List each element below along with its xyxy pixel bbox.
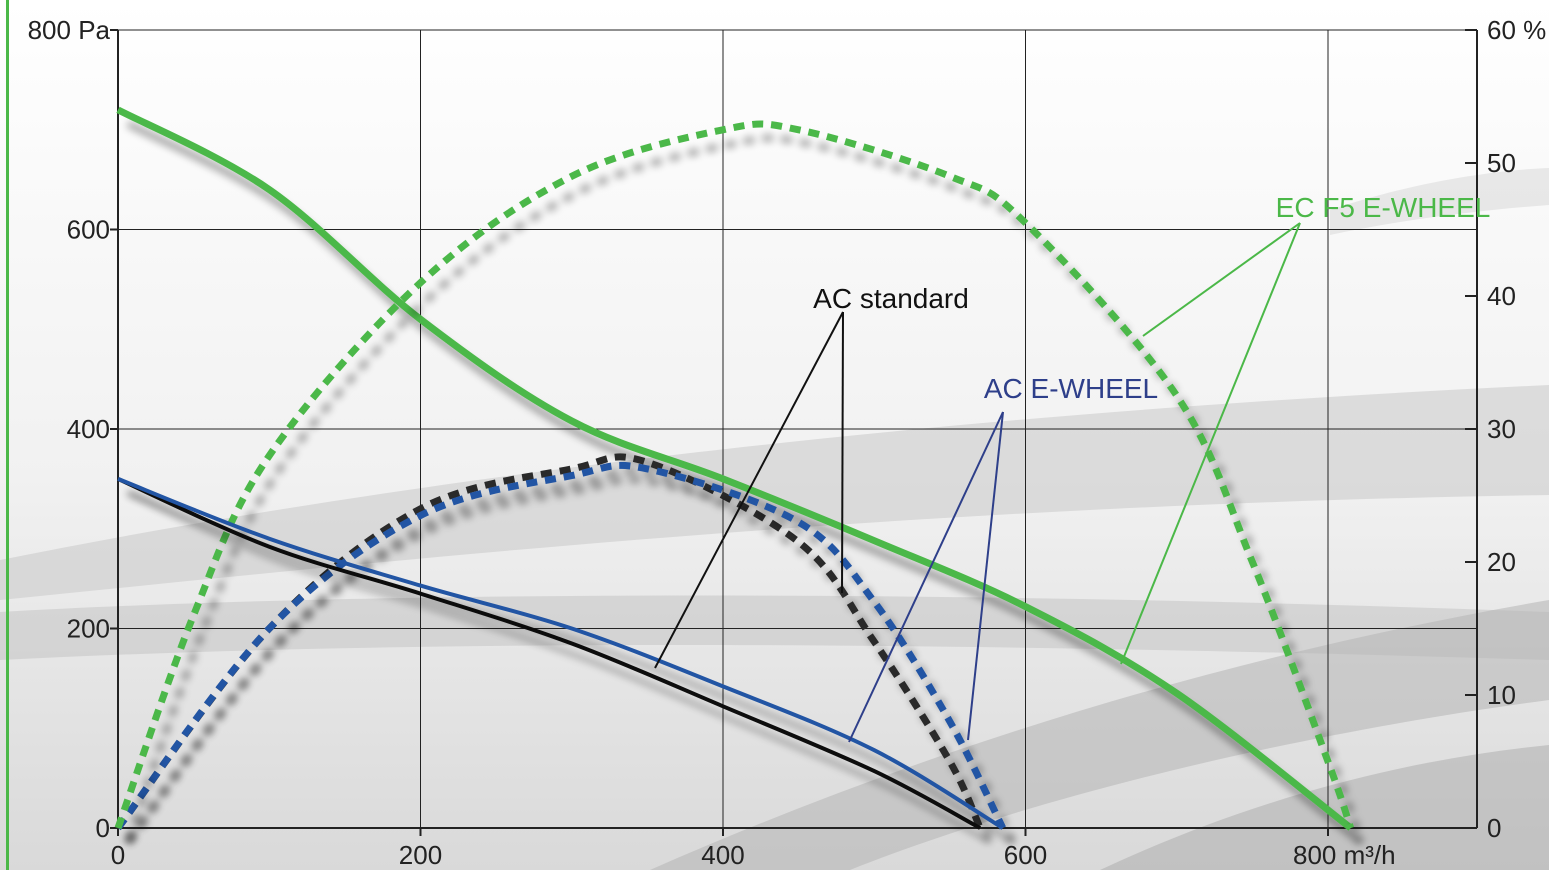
series-line-ec-efficiency [114, 120, 1355, 830]
y-tick-label: 200 [67, 614, 110, 644]
grid [118, 29, 1477, 828]
y2-tick-label: 30 [1487, 414, 1516, 444]
y-tick-label: 0 [96, 813, 110, 843]
y2-tick-label: 0 [1487, 813, 1501, 843]
y2-tick-label: 10 [1487, 680, 1516, 710]
series-line-ac-std-pressure [117, 477, 982, 830]
y2-tick-label: 50 [1487, 148, 1516, 178]
left-green-border [6, 0, 9, 870]
x-tick-label: 800 m³/h [1293, 840, 1396, 870]
series-line-ac-ew-efficiency [115, 461, 1006, 831]
y-tick-label: 400 [67, 414, 110, 444]
x-tick-label: 400 [701, 840, 744, 870]
y-tick-label: 800 Pa [28, 15, 111, 45]
annotation-leader-line [1142, 222, 1301, 337]
y2-tick-label: 40 [1487, 281, 1516, 311]
tick-labels: 0 200 400 600 800 Pa 0 10 20 30 40 50 60 % 0 200 400 60… [28, 15, 1547, 870]
annotation-leader-line [1120, 222, 1301, 665]
annotation-leader-line [967, 411, 1004, 741]
series [114, 106, 1355, 831]
annotation-label: EC F5 E-WHEEL [1276, 192, 1491, 223]
axes [110, 29, 1478, 836]
series-line-ac-ew-pressure [117, 477, 1004, 830]
annotation-label: AC standard [813, 283, 969, 314]
x-tick-label: 0 [111, 840, 125, 870]
series-line-ec-pressure [116, 106, 1353, 831]
annotations: EC F5 E-WHEEL AC standard AC E-WHEEL [654, 192, 1491, 743]
y2-tick-label: 60 % [1487, 15, 1546, 45]
x-tick-label: 200 [399, 840, 442, 870]
annotation-leader-line [848, 411, 1004, 743]
x-tick-label: 600 [1004, 840, 1047, 870]
y-tick-label: 600 [67, 215, 110, 245]
annotation-label: AC E-WHEEL [984, 373, 1158, 404]
annotation-leader-line [841, 311, 844, 594]
y2-tick-label: 20 [1487, 547, 1516, 577]
annotation-leader-line [654, 311, 844, 669]
